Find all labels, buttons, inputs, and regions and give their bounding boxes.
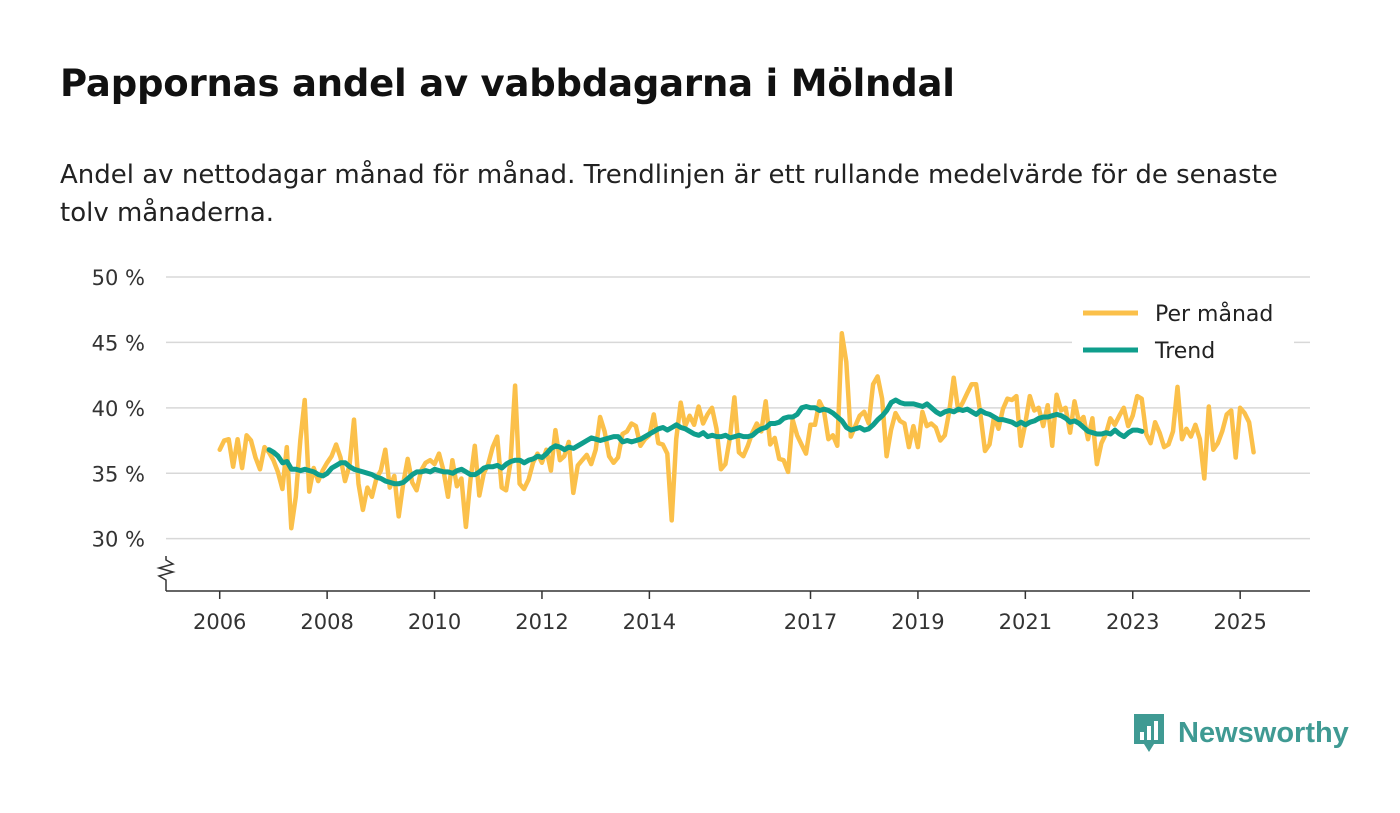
- x-tick-label: 2025: [1213, 610, 1266, 634]
- brand-logo: Newsworthy: [1132, 711, 1349, 755]
- y-tick-label: 30 %: [92, 528, 145, 552]
- legend-background: [1072, 294, 1294, 368]
- y-tick-label: 35 %: [92, 462, 145, 486]
- x-tick-label: 2006: [193, 610, 246, 634]
- y-tick-label: 45 %: [92, 331, 145, 355]
- series-line-trend: [266, 397, 1145, 487]
- y-tick-labels: 30 % 35 % 40 % 45 % 50 %: [92, 266, 145, 552]
- x-tick-label: 2021: [999, 610, 1052, 634]
- x-tick-label: 2008: [300, 610, 353, 634]
- chart-subtitle: Andel av nettodagar månad för månad. Tre…: [60, 160, 1278, 228]
- x-tick-label: 2010: [408, 610, 461, 634]
- newsworthy-logo-icon: [1134, 714, 1164, 752]
- legend-label-monthly: Per månad: [1155, 301, 1273, 327]
- x-tick-label: 2019: [891, 610, 944, 634]
- x-tick-label: 2012: [515, 610, 568, 634]
- x-tick-label: 2014: [623, 610, 676, 634]
- x-tick-label: 2017: [784, 610, 837, 634]
- y-tick-label: 50 %: [92, 266, 145, 290]
- axis-break-icon: [156, 556, 176, 591]
- x-tick-labels: 2006 2008 2010 2012 2014 2017 2019 2021 2023 2025: [193, 610, 1267, 634]
- legend-label-trend: Trend: [1154, 339, 1215, 364]
- x-axis: [156, 556, 1310, 599]
- y-tick-label: 40 %: [92, 397, 145, 421]
- series-lines: [217, 331, 1256, 531]
- brand-name: Newsworthy: [1178, 716, 1349, 749]
- chart-title: Pappornas andel av vabbdagarna i Mölndal: [60, 62, 955, 105]
- x-tick-label: 2023: [1106, 610, 1159, 634]
- legend: Per månad Trend: [1072, 294, 1294, 368]
